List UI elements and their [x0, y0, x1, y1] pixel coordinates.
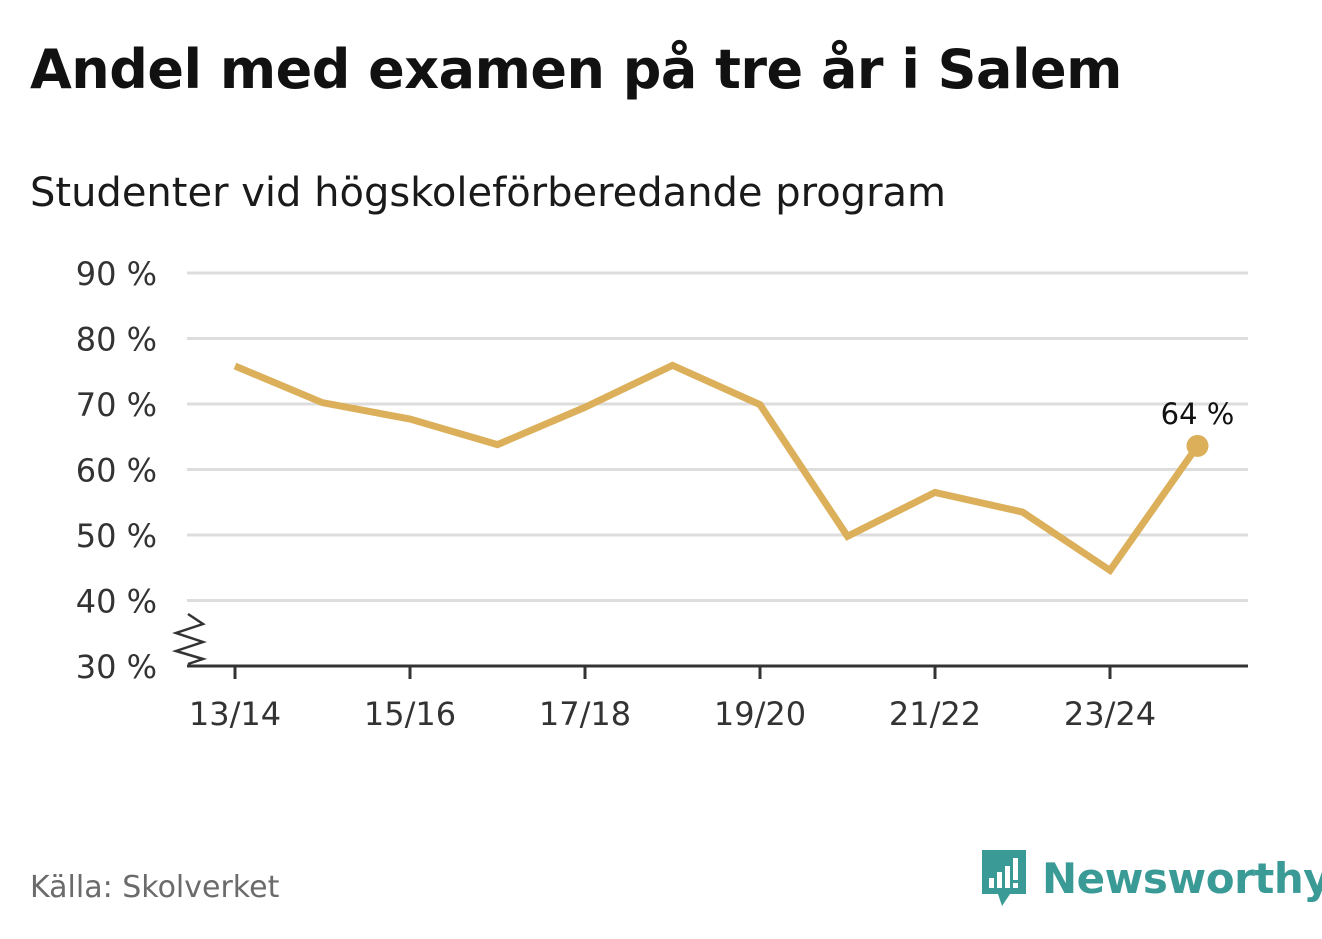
source-text: Källa: Skolverket: [30, 870, 280, 905]
y-tick-label: 60 %: [76, 452, 157, 490]
end-point-marker: [1186, 434, 1209, 457]
x-tick-label: 15/16: [364, 695, 456, 733]
brand-name: Newsworthy: [1042, 853, 1322, 903]
axis-break-icon: [171, 612, 208, 666]
x-tick-label: 23/24: [1064, 695, 1156, 733]
x-tick-label: 17/18: [539, 695, 631, 733]
data-label: 64 %: [1161, 397, 1235, 431]
y-tick-label: 90 %: [76, 255, 157, 293]
y-tick-label: 30 %: [76, 648, 157, 686]
x-tick-label: 13/14: [189, 695, 281, 733]
y-tick-label: 40 %: [76, 583, 157, 621]
x-tick-label: 19/20: [714, 695, 806, 733]
newsworthy-logo-icon: [982, 850, 1026, 906]
y-tick-label: 80 %: [76, 321, 157, 359]
chart-title: Andel med examen på tre år i Salem: [30, 38, 1122, 101]
x-tick-label: 21/22: [889, 695, 981, 733]
line-chart: 30 % 40 % 50 % 60 % 70 % 80 % 90 % 13/14 15/16 17…: [76, 255, 1248, 733]
series-line: [233, 361, 1201, 576]
brand-logo: Newsworthy: [980, 848, 1322, 908]
chart-subtitle: Studenter vid högskoleförberedande progr…: [30, 170, 946, 216]
y-tick-label: 50 %: [76, 517, 157, 555]
y-tick-label: 70 %: [76, 386, 157, 424]
